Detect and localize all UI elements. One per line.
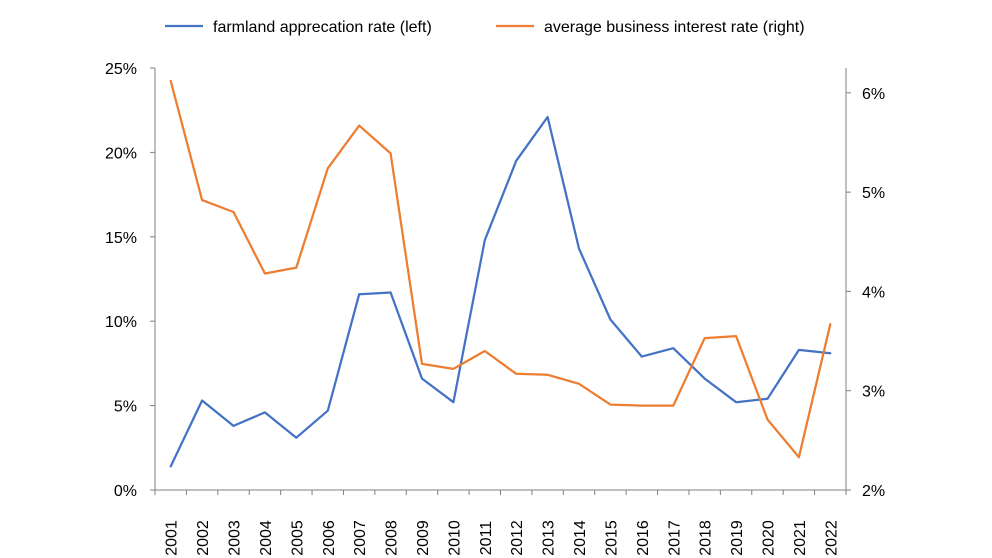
x-tick-label: 2019 [729,520,746,556]
series-line-farmland-appreciation [169,115,832,468]
x-tick-label: 2010 [446,520,463,556]
right-tick-label: 4% [862,284,885,301]
left-tick-label: 15% [105,230,137,247]
legend-label: average business interest rate (right) [544,19,805,36]
x-tick-label: 2022 [823,520,840,556]
x-tick-label: 2006 [321,520,338,556]
axes: 0% 5% 10% 15% 20% 25% 2% 3% 4% 5% 6% 2001 2002 2003 20… [105,61,885,556]
right-tick-label: 5% [862,185,885,202]
right-tick-label: 6% [862,86,885,103]
x-tick-label: 2008 [384,520,401,556]
x-tick-label: 2016 [635,520,652,556]
x-tick-label: 2011 [478,521,495,556]
left-tick-label: 5% [114,399,137,416]
x-tick-label: 2004 [258,520,275,556]
left-tick-label: 20% [105,145,137,162]
right-tick-label: 3% [862,384,885,401]
x-tick-label: 2001 [164,520,181,556]
x-tick-label: 2018 [698,520,715,556]
x-tick-label: 2017 [666,520,683,556]
left-tick-label: 0% [114,483,137,500]
left-tick-label: 10% [105,314,137,331]
right-tick-label: 2% [862,483,885,500]
x-tick-label: 2015 [603,520,620,556]
legend-label: farmland apprecation rate (left) [213,19,432,36]
x-tick-label: 2020 [760,520,777,556]
legend: farmland apprecation rate (left) average … [165,19,805,36]
x-tick-label: 2007 [352,520,369,556]
x-tick-label: 2009 [415,520,432,556]
series-lines [169,79,832,468]
series-line-interest-rate [169,79,832,459]
x-tick-label: 2012 [509,520,526,556]
x-tick-label: 2014 [572,520,589,556]
x-tick-label: 2005 [289,520,306,556]
x-tick-label: 2013 [541,520,558,556]
x-tick-label: 2003 [227,520,244,556]
left-tick-label: 25% [105,61,137,78]
x-tick-label: 2021 [792,520,809,556]
x-tick-label: 2002 [195,520,212,556]
